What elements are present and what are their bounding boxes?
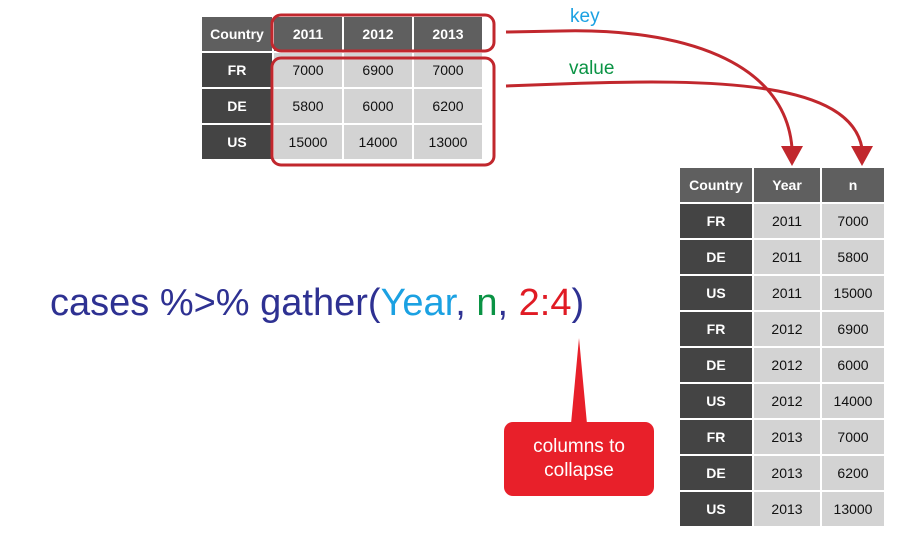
long-value-cell: 2011 xyxy=(754,276,820,310)
long-value-cell: 13000 xyxy=(822,492,884,526)
value-arrowhead xyxy=(851,146,873,166)
long-value-cell: 14000 xyxy=(822,384,884,418)
long-value-cell: 2013 xyxy=(754,420,820,454)
wide-country-cell: US xyxy=(202,125,272,159)
long-header-cell: n xyxy=(822,168,884,202)
key-arrowhead xyxy=(781,146,803,166)
long-country-cell: FR xyxy=(680,204,752,238)
wide-value-cell: 6000 xyxy=(344,89,412,123)
long-value-cell: 6200 xyxy=(822,456,884,490)
wide-value-cell: 6200 xyxy=(414,89,482,123)
key-label: key xyxy=(570,6,600,27)
long-table-header-row: Country Year n xyxy=(680,168,884,202)
long-table-row: DE 2011 5800 xyxy=(680,240,884,274)
wide-value-cell: 15000 xyxy=(274,125,342,159)
long-country-cell: DE xyxy=(680,240,752,274)
columns-to-collapse-callout: columns to collapse xyxy=(504,422,654,496)
long-value-cell: 6000 xyxy=(822,348,884,382)
wide-value-cell: 5800 xyxy=(274,89,342,123)
long-country-cell: FR xyxy=(680,312,752,346)
callout-pointer xyxy=(571,338,587,424)
long-value-cell: 5800 xyxy=(822,240,884,274)
long-value-cell: 15000 xyxy=(822,276,884,310)
long-country-cell: US xyxy=(680,492,752,526)
long-value-cell: 2013 xyxy=(754,492,820,526)
code-separator: , xyxy=(455,282,477,324)
code-key-arg: Year xyxy=(380,282,456,324)
code-prefix: cases %>% gather( xyxy=(50,282,381,324)
long-header-cell: Country xyxy=(680,168,752,202)
wide-country-cell: DE xyxy=(202,89,272,123)
long-table-row: US 2011 15000 xyxy=(680,276,884,310)
wide-country-cell: FR xyxy=(202,53,272,87)
long-value-cell: 6900 xyxy=(822,312,884,346)
wide-table-row: DE 5800 6000 6200 xyxy=(202,89,482,123)
long-table-row: FR 2013 7000 xyxy=(680,420,884,454)
long-table-row: US 2013 13000 xyxy=(680,492,884,526)
long-country-cell: FR xyxy=(680,420,752,454)
wide-value-cell: 13000 xyxy=(414,125,482,159)
long-value-cell: 2011 xyxy=(754,204,820,238)
code-separator: , xyxy=(497,282,519,324)
value-cells-outline xyxy=(270,56,496,167)
long-table: Country Year n FR 2011 7000 DE 2011 5800 US 201… xyxy=(678,166,886,528)
long-value-cell: 2012 xyxy=(754,348,820,382)
code-value-arg: n xyxy=(476,282,498,324)
gather-code-line: cases %>% gather(Year, n, 2:4) xyxy=(50,282,584,325)
long-value-cell: 7000 xyxy=(822,420,884,454)
long-header-cell: Year xyxy=(754,168,820,202)
wide-table-row: US 15000 14000 13000 xyxy=(202,125,482,159)
key-columns-outline xyxy=(270,13,496,53)
long-table-row: DE 2012 6000 xyxy=(680,348,884,382)
code-suffix: ) xyxy=(571,282,585,324)
wide-value-cell: 14000 xyxy=(344,125,412,159)
long-table-row: US 2012 14000 xyxy=(680,384,884,418)
long-value-cell: 2011 xyxy=(754,240,820,274)
value-arrow xyxy=(505,80,864,149)
wide-header-cell: Country xyxy=(202,17,272,51)
long-value-cell: 2013 xyxy=(754,456,820,490)
wide-header-cell: 2011 xyxy=(274,17,342,51)
wide-header-cell: 2013 xyxy=(414,17,482,51)
long-table-row: FR 2011 7000 xyxy=(680,204,884,238)
code-columns-arg: 2:4 xyxy=(518,282,572,324)
key-arrow xyxy=(505,29,794,149)
long-country-cell: US xyxy=(680,276,752,310)
long-table-row: FR 2012 6900 xyxy=(680,312,884,346)
long-value-cell: 2012 xyxy=(754,312,820,346)
long-country-cell: DE xyxy=(680,456,752,490)
long-country-cell: DE xyxy=(680,348,752,382)
value-label: value xyxy=(569,58,615,79)
callout-line-1: columns to xyxy=(533,436,625,457)
long-table-body: FR 2011 7000 DE 2011 5800 US 2011 15000 FR 2012 690… xyxy=(680,204,884,526)
callout-line-2: collapse xyxy=(544,460,614,481)
wide-header-cell: 2012 xyxy=(344,17,412,51)
wide-table-header-row: Country 2011 2012 2013 xyxy=(202,17,482,51)
long-value-cell: 7000 xyxy=(822,204,884,238)
long-value-cell: 2012 xyxy=(754,384,820,418)
long-table-row: DE 2013 6200 xyxy=(680,456,884,490)
long-country-cell: US xyxy=(680,384,752,418)
